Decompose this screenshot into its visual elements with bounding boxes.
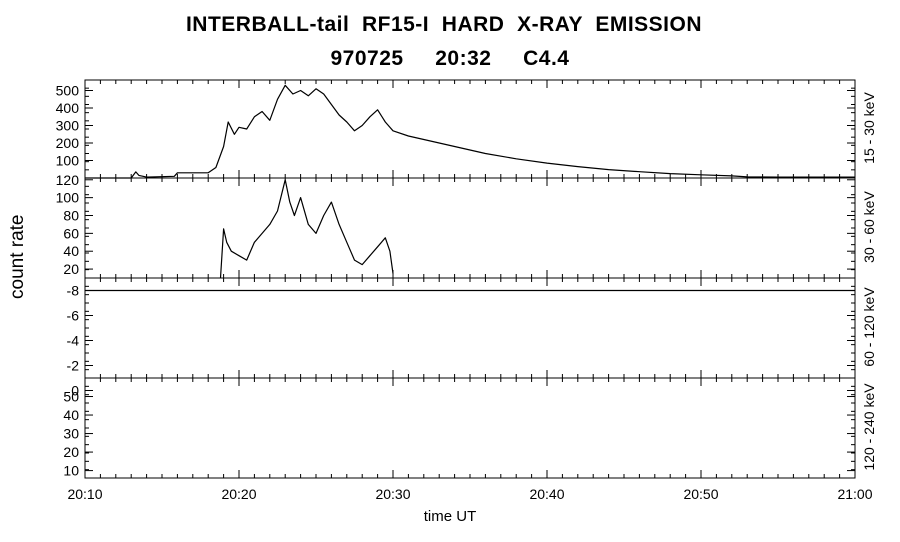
y-tick-label: 20 bbox=[63, 261, 79, 277]
panel-frame-3 bbox=[84, 377, 856, 479]
x-tick-label: 20:50 bbox=[683, 486, 718, 502]
x-tick-label: 20:10 bbox=[67, 486, 102, 502]
y-tick-label: -4 bbox=[67, 333, 80, 349]
panel-frame-1 bbox=[84, 177, 856, 279]
series-line-panel-1-0 bbox=[219, 179, 394, 279]
y-tick-label: 0 bbox=[71, 383, 79, 399]
y-tick-label: -2 bbox=[67, 358, 80, 374]
x-tick-label: 20:20 bbox=[221, 486, 256, 502]
chart-subtitle: 970725 20:32 C4.4 bbox=[330, 47, 570, 70]
x-tick-label: 20:30 bbox=[375, 486, 410, 502]
y-tick-label: 80 bbox=[63, 208, 79, 224]
y-tick-label: 300 bbox=[56, 118, 80, 134]
chart-title: INTERBALL-tail RF15-I HARD X-RAY EMISSIO… bbox=[185, 13, 703, 36]
y-tick-label: 20 bbox=[63, 444, 79, 460]
y-tick-label: 120 bbox=[56, 172, 80, 188]
y-tick-label: -8 bbox=[67, 283, 80, 299]
y-tick-label: 200 bbox=[56, 135, 80, 151]
y-tick-label: 400 bbox=[56, 100, 80, 116]
panel-frame-0 bbox=[84, 79, 856, 179]
y-tick-label: 40 bbox=[63, 243, 79, 259]
x-axis-label: time UT bbox=[423, 508, 477, 525]
y-tick-label: -6 bbox=[67, 308, 80, 324]
y-tick-label: 60 bbox=[63, 225, 79, 241]
y-tick-label: 40 bbox=[63, 407, 79, 423]
y-tick-label: 50 bbox=[63, 389, 79, 405]
y-tick-label: 500 bbox=[56, 83, 80, 99]
y-tick-label: 100 bbox=[56, 190, 80, 206]
panel-frame-2 bbox=[84, 277, 856, 379]
y-tick-label: 30 bbox=[63, 426, 79, 442]
y-tick-label: 100 bbox=[56, 153, 80, 169]
x-tick-label: 21:00 bbox=[837, 486, 872, 502]
y-tick-label: 10 bbox=[63, 463, 79, 479]
series-line-panel-0-0 bbox=[85, 84, 855, 179]
x-tick-label: 20:40 bbox=[529, 486, 564, 502]
